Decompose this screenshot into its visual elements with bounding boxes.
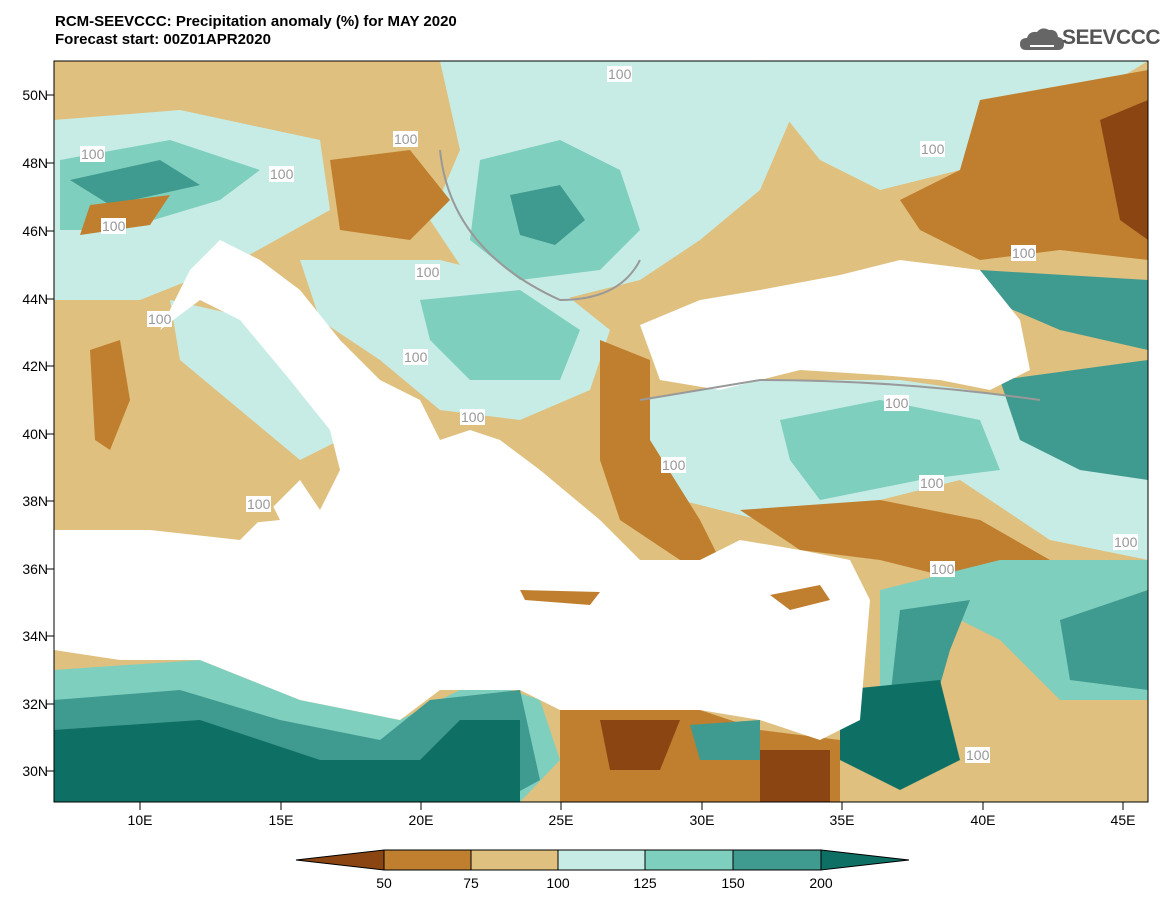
field-dry-westturkey <box>600 340 720 560</box>
field-extremewet-levant <box>840 680 960 790</box>
contour-label: 100 <box>919 475 945 491</box>
cloud-icon <box>1020 28 1064 50</box>
field-verydry-east <box>1100 100 1148 240</box>
colorbar-segment-2 <box>383 849 472 871</box>
lon-label: 40E <box>970 812 996 828</box>
colorbar-label: 75 <box>463 875 479 891</box>
contour-label: 100 <box>1113 534 1139 550</box>
colorbar-label: 50 <box>376 875 392 891</box>
field-verywet-caucasus-south <box>1000 360 1148 480</box>
field-wet-italy <box>170 300 340 460</box>
lat-label: 32N <box>22 696 48 712</box>
field-verywet-center <box>510 185 585 245</box>
lat-label: 48N <box>22 155 48 171</box>
lat-label: 42N <box>22 358 48 374</box>
contour-label: 100 <box>101 218 127 234</box>
lat-label: 46N <box>22 223 48 239</box>
field-dry-east <box>900 70 1148 260</box>
colorbar <box>295 849 910 871</box>
colorbar-label: 150 <box>721 875 745 891</box>
contour-label: 100 <box>269 166 295 182</box>
field-verywet-caucasus <box>980 270 1148 350</box>
lon-label: 35E <box>829 812 855 828</box>
lat-label: 38N <box>22 493 48 509</box>
contour-label: 100 <box>393 131 419 147</box>
field-verywet-iraq <box>1060 590 1148 690</box>
lon-label: 45E <box>1110 812 1136 828</box>
lon-label: 20E <box>408 812 434 828</box>
contour-label: 100 <box>920 141 946 157</box>
lat-label: 36N <box>22 561 48 577</box>
logo-text: SEEVCCC <box>1062 26 1161 49</box>
contour-label: 100 <box>607 66 633 82</box>
field-extremewet-libya <box>54 720 520 802</box>
lon-label: 10E <box>127 812 153 828</box>
colorbar-segment-1 <box>295 849 385 871</box>
field-verywet-delta <box>690 720 760 760</box>
field-wet-anatolia-core <box>780 400 1000 500</box>
contour-label: 100 <box>965 747 991 763</box>
colorbar-label: 100 <box>546 875 570 891</box>
lat-label: 40N <box>22 426 48 442</box>
contour-label: 100 <box>246 496 272 512</box>
mediterranean-sea <box>54 240 870 740</box>
title-line-2: Forecast start: 00Z01APR2020 <box>55 31 271 48</box>
black-sea <box>640 260 1030 390</box>
contour-label: 100 <box>415 264 441 280</box>
title-line-1: RCM-SEEVCCC: Precipitation anomaly (%) f… <box>55 13 457 30</box>
colorbar-label: 200 <box>809 875 833 891</box>
lon-label: 25E <box>548 812 574 828</box>
colorbar-segment-4 <box>557 849 646 871</box>
contour-label: 100 <box>884 395 910 411</box>
contour-label: 100 <box>1011 245 1037 261</box>
field-dry-hungary <box>330 150 450 240</box>
map-title: RCM-SEEVCCC: Precipitation anomaly (%) f… <box>55 13 457 49</box>
crete <box>520 590 600 605</box>
contour-label: 100 <box>147 311 173 327</box>
colorbar-segment-5 <box>644 849 734 871</box>
sardinia-corsica <box>90 340 130 450</box>
contour-label: 100 <box>403 349 429 365</box>
contour-label: 100 <box>661 457 687 473</box>
colorbar-segment-7 <box>820 849 910 871</box>
lon-label: 15E <box>268 812 294 828</box>
field-verydry-sinai <box>760 750 830 802</box>
lat-label: 34N <box>22 628 48 644</box>
colorbar-segment-3 <box>470 849 559 871</box>
field-wet-balkans-core <box>420 290 580 380</box>
colorbar-label: 125 <box>633 875 657 891</box>
contour-label: 100 <box>460 409 486 425</box>
contour-label: 100 <box>930 561 956 577</box>
field-dry-southturkey <box>740 500 1050 580</box>
field-verywet-alps <box>70 160 200 205</box>
lat-label: 50N <box>22 87 48 103</box>
contour-label: 100 <box>80 146 106 162</box>
lat-label: 30N <box>22 763 48 779</box>
lat-label: 44N <box>22 291 48 307</box>
field-verydry-egypt <box>600 720 680 770</box>
lat-ticks <box>46 94 54 772</box>
colorbar-segment-6 <box>732 849 822 871</box>
lon-ticks <box>139 802 1124 810</box>
lon-label: 30E <box>689 812 715 828</box>
cyprus <box>770 585 830 610</box>
